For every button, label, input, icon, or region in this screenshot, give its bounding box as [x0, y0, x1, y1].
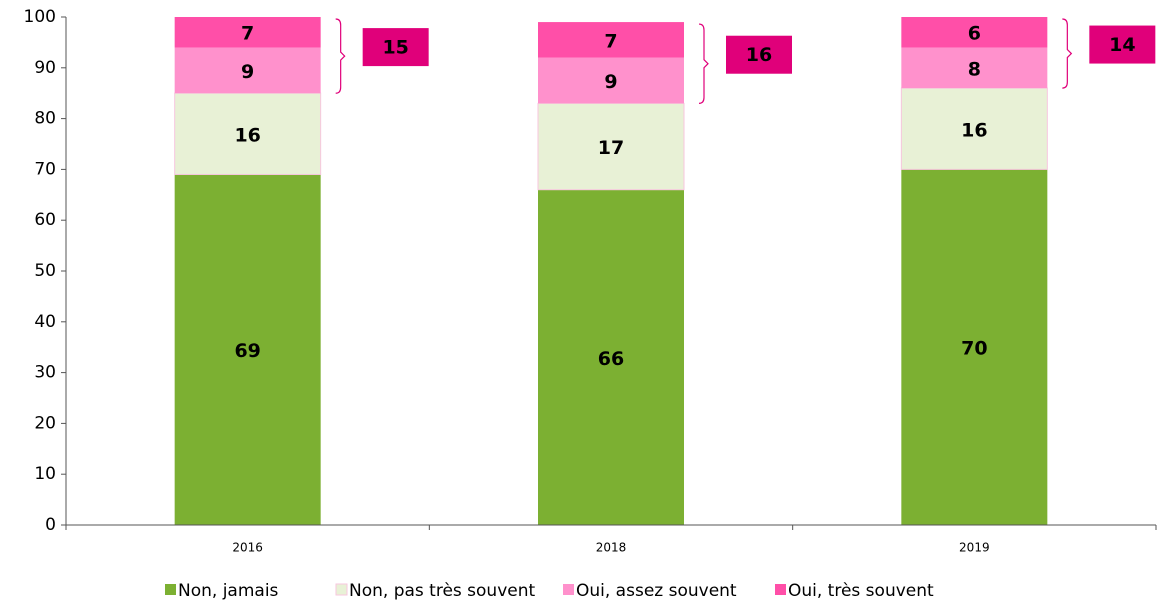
plot-area	[174, 17, 1048, 525]
legend-label: Non, jamais	[178, 581, 279, 601]
data-label: 8	[968, 58, 981, 80]
bar-segment	[537, 102, 685, 191]
legend-label: Oui, assez souvent	[576, 581, 737, 601]
legend-swatch	[165, 584, 176, 595]
y-tick-label: 60	[34, 210, 56, 230]
data-label: 6	[968, 23, 981, 45]
bar-segment	[174, 92, 322, 175]
y-tick-label: 100	[24, 7, 56, 27]
y-tick-label: 20	[34, 413, 56, 433]
total-label: 16	[746, 44, 772, 66]
x-tick-label: 2018	[596, 541, 627, 555]
bar-segment	[901, 47, 1048, 89]
data-label: 17	[598, 137, 624, 159]
y-tick-label: 50	[34, 261, 56, 281]
data-label: 16	[234, 124, 260, 146]
x-tick-label: 2016	[232, 541, 263, 555]
data-label: 7	[241, 23, 254, 45]
total-box	[726, 35, 792, 74]
bar-segment	[538, 22, 684, 58]
legend-label: Oui, très souvent	[788, 581, 934, 601]
y-tick-label: 10	[34, 464, 56, 484]
data-label: 16	[961, 119, 987, 141]
bar-segment	[900, 87, 1048, 170]
bar-segment	[174, 174, 321, 525]
total-box	[1089, 25, 1156, 64]
bar-segment	[538, 57, 684, 104]
bar-segment	[901, 17, 1048, 48]
bar-segment	[174, 17, 321, 48]
total-box	[362, 28, 429, 67]
legend-swatch	[563, 584, 574, 595]
y-tick-label: 40	[34, 312, 56, 332]
legend-swatch	[775, 584, 786, 595]
data-label: 9	[241, 61, 254, 83]
y-tick-label: 70	[34, 159, 56, 179]
bar-segment	[538, 189, 684, 525]
legend-label: Non, pas très souvent	[349, 581, 535, 601]
bracket	[1062, 18, 1073, 89]
data-label: 70	[961, 338, 987, 360]
total-label: 15	[382, 37, 408, 59]
y-tick-label: 30	[34, 363, 56, 383]
bar-segment	[901, 169, 1048, 525]
y-tick-label: 0	[45, 515, 56, 535]
x-tick-label: 2019	[959, 541, 990, 555]
bar-segment	[174, 47, 321, 94]
data-label: 66	[598, 348, 624, 370]
bracket	[698, 23, 709, 104]
y-tick-label: 90	[34, 58, 56, 78]
data-label: 9	[604, 71, 617, 93]
data-label: 7	[604, 30, 617, 52]
legend-swatch	[335, 583, 348, 596]
data-label: 69	[234, 340, 260, 362]
y-tick-label: 80	[34, 109, 56, 129]
bracket	[335, 18, 346, 94]
total-label: 14	[1109, 34, 1135, 56]
